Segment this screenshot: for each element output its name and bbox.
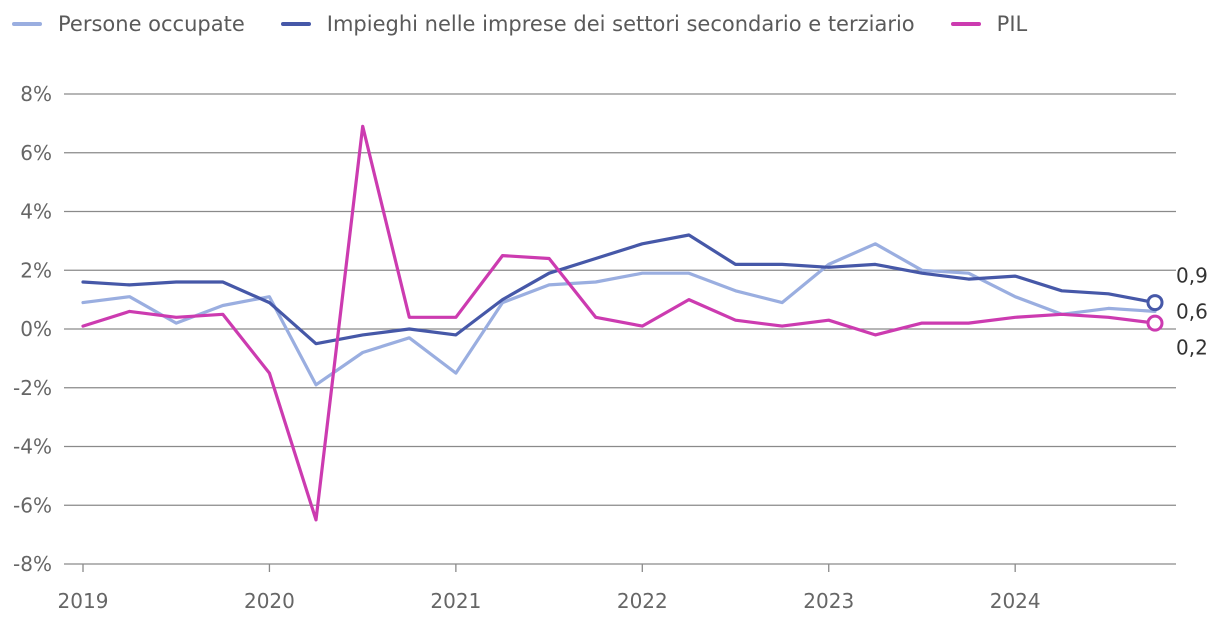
- end-label-0: 0,6: [1176, 300, 1208, 324]
- end-label-1: 0,9: [1176, 264, 1208, 288]
- x-tick-label: 2022: [617, 589, 668, 613]
- legend-item-pil: PIL: [950, 12, 1028, 36]
- legend: Persone occupate Impieghi nelle imprese …: [12, 12, 1063, 36]
- end-label-2: 0,2: [1176, 336, 1208, 360]
- legend-label-pil: PIL: [996, 12, 1028, 36]
- legend-label-persone-occupate: Persone occupate: [58, 12, 245, 36]
- series-layer: [81, 124, 1157, 522]
- legend-swatch-pil: [950, 22, 981, 26]
- grid-layer: [64, 93, 1176, 565]
- legend-swatch-persone-occupate: [12, 22, 42, 26]
- y-tick-label: 6%: [20, 141, 52, 165]
- x-tick-label: 2021: [430, 589, 481, 613]
- y-tick-label: 0%: [20, 317, 52, 341]
- y-tick-label: -6%: [13, 493, 52, 517]
- x-tick-label: 2019: [58, 589, 109, 613]
- y-tick-label: 2%: [20, 258, 52, 282]
- end-labels: 0,9 0,6 0,2: [1146, 264, 1208, 360]
- legend-swatch-impieghi: [280, 22, 311, 26]
- legend-item-persone-occupate: Persone occupate: [12, 12, 245, 36]
- end-marker-1: [1146, 294, 1164, 312]
- legend-item-impieghi: Impieghi nelle imprese dei settori secon…: [280, 12, 915, 36]
- series-line-2: [81, 124, 1157, 522]
- y-axis: -8% -6% -4% -2% 0% 2% 4% 6% 8%: [13, 82, 52, 576]
- y-tick-label: -8%: [13, 552, 52, 576]
- series-line-1: [81, 233, 1157, 346]
- x-tick-label: 2023: [803, 589, 854, 613]
- x-tick-label: 2024: [990, 589, 1041, 613]
- y-tick-label: 4%: [20, 200, 52, 224]
- x-axis: 2019 2020 2021 2022 2023 2024: [58, 564, 1041, 613]
- y-tick-label: 8%: [20, 82, 52, 106]
- y-tick-label: -2%: [13, 376, 52, 400]
- y-tick-label: -4%: [13, 435, 52, 459]
- x-tick-label: 2020: [244, 589, 295, 613]
- series-line-0: [81, 242, 1157, 387]
- end-marker-2: [1146, 314, 1164, 332]
- legend-label-impieghi: Impieghi nelle imprese dei settori secon…: [326, 12, 915, 36]
